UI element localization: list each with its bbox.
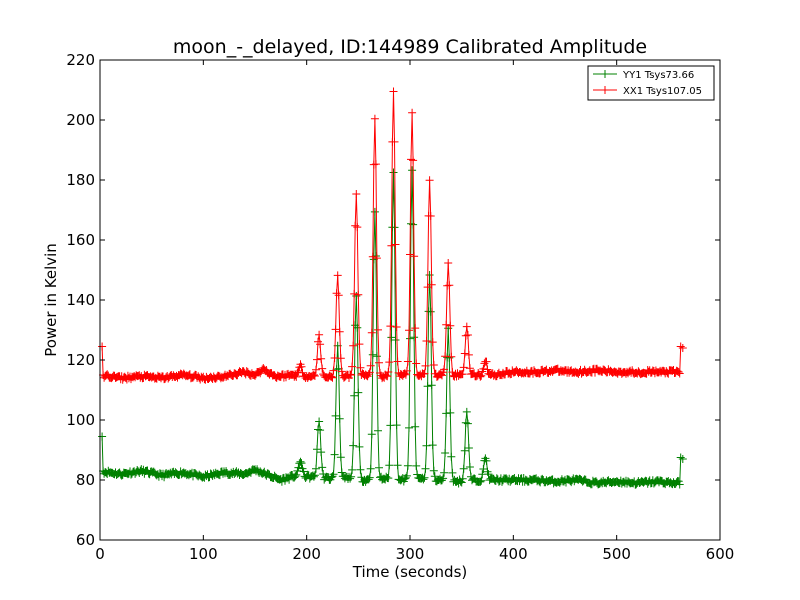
y-tick-label: 180 xyxy=(66,171,95,189)
series-1 xyxy=(98,87,687,384)
legend-box xyxy=(587,65,715,101)
series-0 xyxy=(98,166,687,489)
plot-frame xyxy=(99,59,721,541)
y-tick-label: 100 xyxy=(66,411,95,429)
y-axis-label: Power in Kelvin xyxy=(42,243,60,357)
x-tick-label: 300 xyxy=(396,545,425,563)
y-tick-label: 120 xyxy=(66,351,95,369)
legend-marker-xx1 xyxy=(601,86,609,94)
x-tick-label: 0 xyxy=(95,545,105,563)
legend: YY1 Tsys73.66 XX1 Tsys107.05 xyxy=(587,65,715,101)
y-tick-label: 200 xyxy=(66,111,95,129)
series-markers-0 xyxy=(98,166,687,489)
y-tick-label: 160 xyxy=(66,231,95,249)
y-tick-label: 80 xyxy=(76,471,95,489)
x-axis-label: Time (seconds) xyxy=(352,563,468,581)
x-tick-label: 200 xyxy=(292,545,321,563)
y-tick-label: 220 xyxy=(66,51,95,69)
x-tick-label: 400 xyxy=(499,545,528,563)
legend-label-yy1: YY1 Tsys73.66 xyxy=(622,70,694,81)
y-tick-label: 60 xyxy=(76,531,95,549)
x-tick-label: 600 xyxy=(706,545,735,563)
x-tick-label: 100 xyxy=(189,545,218,563)
y-tick-label: 140 xyxy=(66,291,95,309)
chart-title: moon_-_delayed, ID:144989 Calibrated Amp… xyxy=(173,36,647,58)
series-markers-1 xyxy=(98,87,687,384)
x-tick-label: 500 xyxy=(602,545,631,563)
legend-label-xx1: XX1 Tsys107.05 xyxy=(623,86,702,97)
plot-area xyxy=(98,87,687,489)
legend-marker-yy1 xyxy=(601,70,609,78)
